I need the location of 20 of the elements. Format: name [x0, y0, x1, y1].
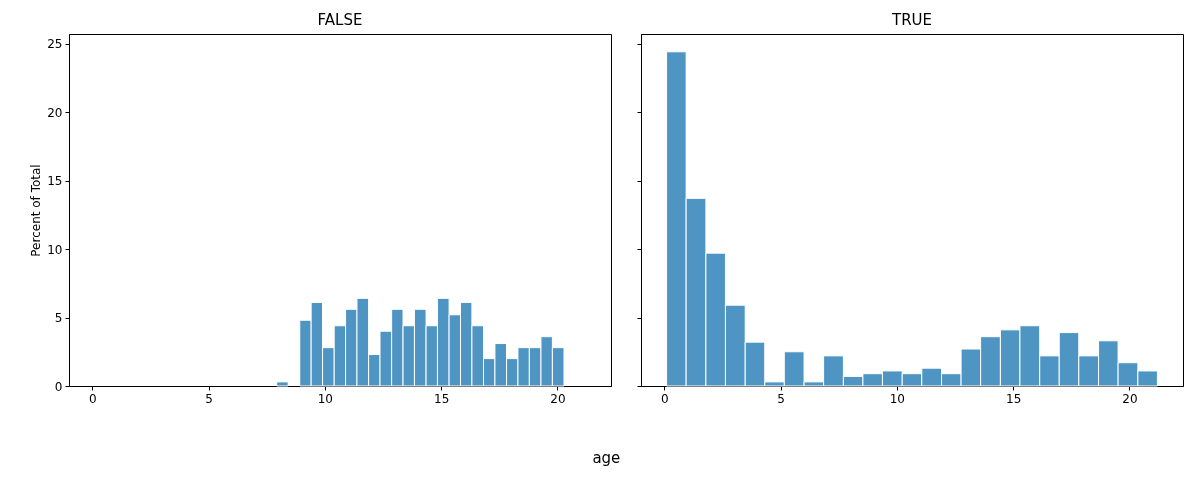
x-tick-label: 10 — [889, 391, 906, 406]
y-tick-label: 10 — [47, 242, 63, 257]
x-tick-label: 0 — [660, 391, 669, 406]
y-axis-title: Percent of Total — [29, 164, 44, 257]
x-axis-title: age — [592, 448, 621, 467]
y-tick-label: 25 — [47, 37, 63, 52]
x-tick-label: 15 — [434, 391, 450, 406]
y-tick-label: 0 — [54, 379, 63, 394]
y-tick-label: 20 — [47, 105, 63, 120]
chart-title: FALSE — [317, 11, 363, 29]
y-tick-label: 15 — [47, 174, 63, 189]
x-tick-label: 10 — [317, 391, 334, 406]
x-tick-label: 20 — [1122, 391, 1138, 406]
x-tick-label: 5 — [205, 391, 213, 406]
y-tick-label: 5 — [54, 311, 63, 326]
x-tick-label: 15 — [1006, 391, 1022, 406]
x-tick-label: 20 — [550, 391, 566, 406]
x-tick-label: 0 — [88, 391, 97, 406]
x-tick-label: 5 — [777, 391, 785, 406]
chart-title: TRUE — [890, 11, 933, 29]
